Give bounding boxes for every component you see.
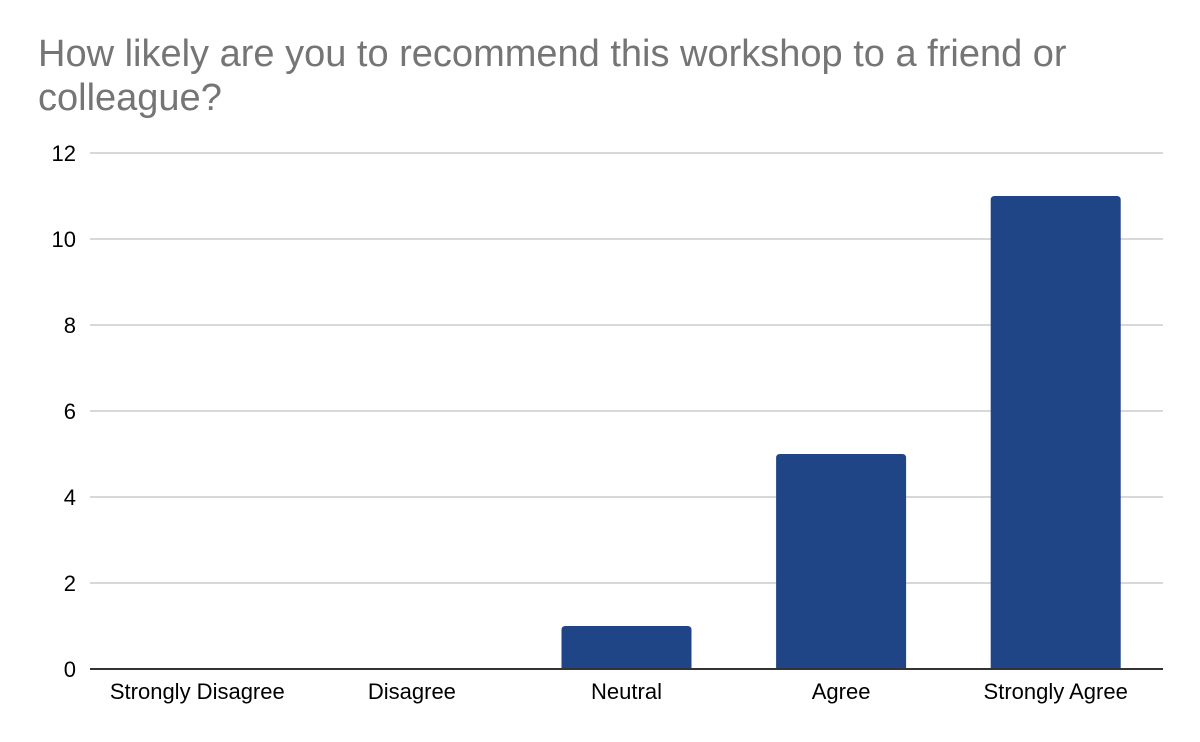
- x-tick-label: Agree: [812, 679, 871, 704]
- y-tick-label: 12: [52, 141, 76, 166]
- x-tick-label: Disagree: [368, 679, 456, 704]
- x-tick-labels: Strongly Disagree Disagree Neutral Agree Str…: [110, 679, 1128, 704]
- bar-agree: [776, 454, 907, 669]
- y-tick-label: 8: [64, 313, 76, 338]
- y-tick-label: 6: [64, 399, 76, 424]
- bar-neutral: [561, 626, 692, 669]
- bars: [561, 196, 1121, 669]
- x-tick-label: Strongly Agree: [984, 679, 1128, 704]
- y-tick-label: 10: [52, 227, 76, 252]
- y-tick-label: 4: [64, 485, 76, 510]
- y-tick-label: 0: [64, 657, 76, 682]
- x-tick-label: Neutral: [591, 679, 662, 704]
- gridlines: [90, 152, 1163, 584]
- y-tick-label: 2: [64, 571, 76, 596]
- bar-strongly-agree: [990, 196, 1121, 669]
- chart-title: How likely are you to recommend this wor…: [38, 33, 1067, 119]
- x-tick-label: Strongly Disagree: [110, 679, 285, 704]
- y-tick-labels: 0 2 4 6 8 10 12: [52, 141, 76, 682]
